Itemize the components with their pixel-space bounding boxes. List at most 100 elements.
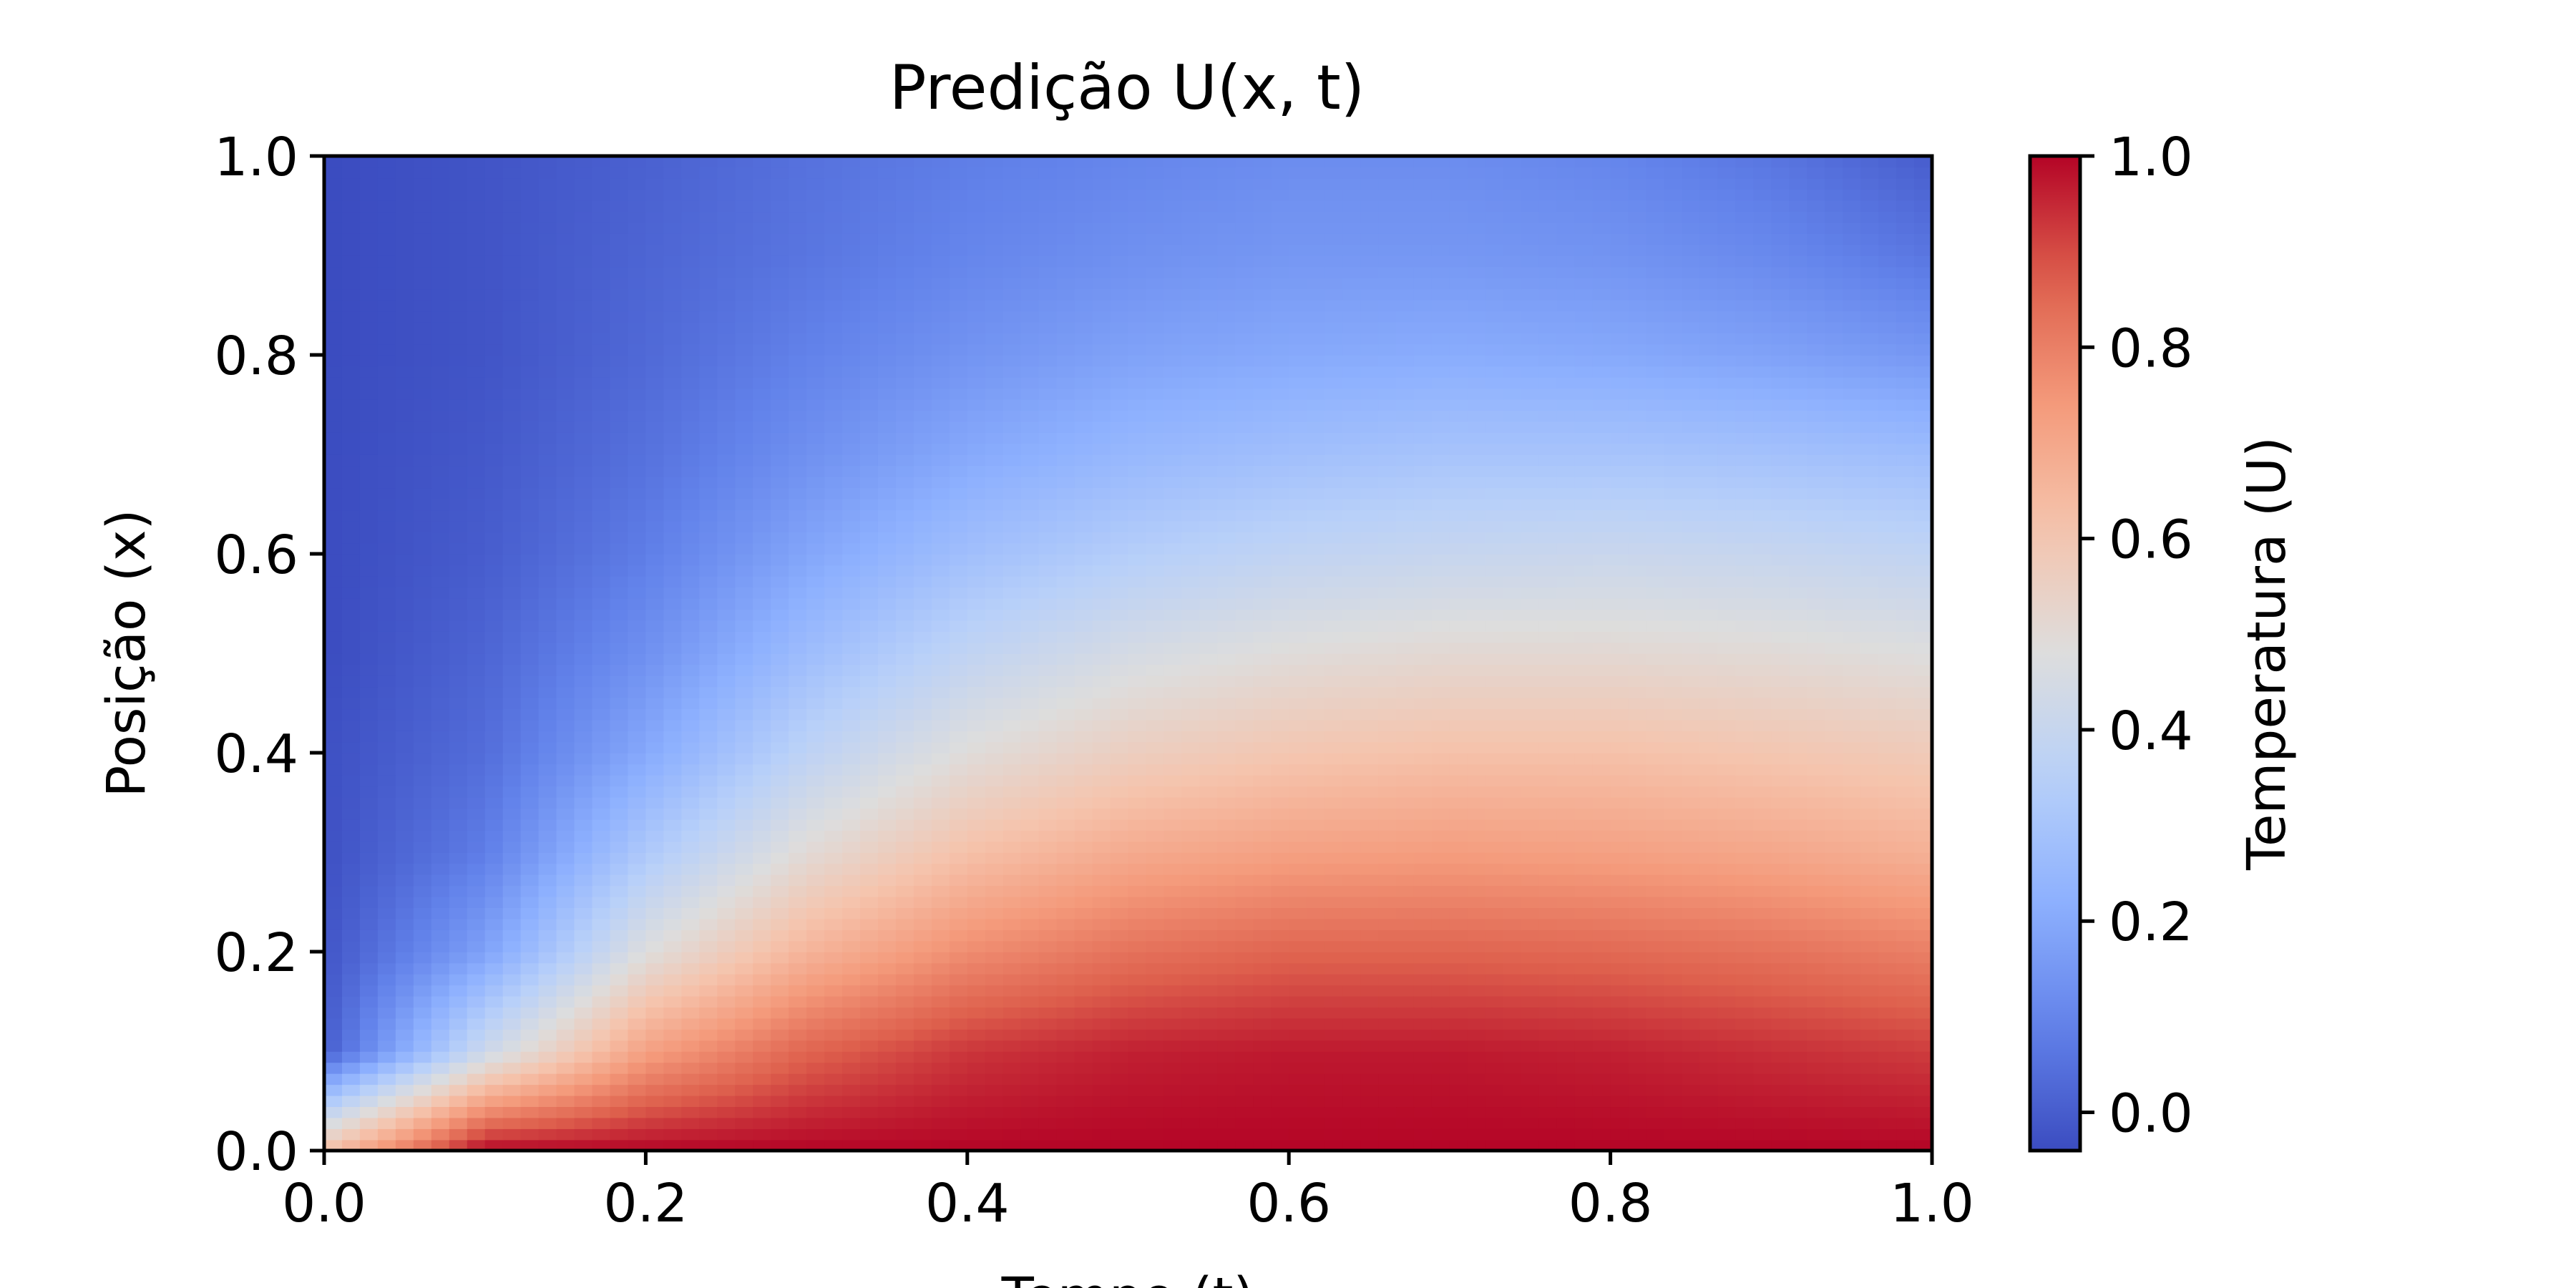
heatmap-cell: [1217, 1018, 1236, 1030]
heatmap-cell: [824, 796, 843, 809]
heatmap-cell: [1860, 952, 1879, 964]
heatmap-cell: [753, 841, 771, 853]
heatmap-cell: [520, 1073, 540, 1085]
heatmap-cell: [413, 852, 432, 864]
heatmap-cell: [1574, 664, 1594, 676]
heatmap-cell: [1485, 952, 1504, 964]
heatmap-cell: [1682, 918, 1701, 930]
heatmap-cell: [574, 819, 593, 831]
heatmap-cell: [556, 885, 575, 897]
heatmap-cell: [1878, 697, 1897, 710]
heatmap-cell: [413, 1106, 432, 1118]
heatmap-cell: [1092, 708, 1111, 721]
heatmap-cell: [949, 1007, 968, 1019]
heatmap-cell: [556, 985, 575, 997]
heatmap-cell: [753, 808, 771, 820]
heatmap-cell: [1699, 874, 1719, 887]
heatmap-cell: [1878, 741, 1897, 753]
heatmap-cell: [1056, 653, 1075, 665]
heatmap-cell: [1896, 1095, 1915, 1108]
heatmap-cell: [1289, 731, 1307, 743]
heatmap-cell: [1271, 1062, 1289, 1074]
heatmap-cell: [1878, 587, 1897, 599]
heatmap-cell: [1378, 930, 1397, 942]
heatmap-cell: [877, 587, 897, 599]
heatmap-cell: [877, 697, 897, 710]
heatmap-cell: [1628, 631, 1647, 643]
heatmap-cell: [502, 753, 522, 765]
heatmap-cell: [753, 532, 771, 544]
heatmap-cell: [1825, 763, 1843, 776]
heatmap-cell: [610, 1018, 629, 1030]
heatmap-cell: [1217, 852, 1236, 864]
heatmap-cell: [1896, 1106, 1915, 1118]
heatmap-cell: [717, 930, 736, 942]
heatmap-cell: [1181, 741, 1201, 753]
heatmap-cell: [1610, 554, 1629, 566]
heatmap-cell: [1289, 719, 1307, 731]
heatmap-cell: [877, 1095, 897, 1108]
heatmap-cell: [324, 841, 343, 853]
heatmap-cell: [1664, 896, 1683, 909]
heatmap-cell: [1146, 852, 1165, 864]
heatmap-cell: [985, 1062, 1004, 1074]
heatmap-cell: [449, 642, 468, 654]
heatmap-cell: [1378, 808, 1397, 820]
heatmap-cell: [1717, 575, 1737, 588]
heatmap-cell: [699, 952, 718, 964]
heatmap-cell: [1289, 631, 1307, 643]
heatmap-cell: [1628, 753, 1647, 765]
heatmap-cell: [556, 1029, 575, 1041]
heatmap-cell: [1110, 1051, 1129, 1063]
heatmap-cell: [1574, 940, 1594, 952]
heatmap-cell: [1467, 918, 1486, 930]
heatmap-cell: [949, 763, 968, 776]
heatmap-cell: [1235, 985, 1254, 997]
heatmap-cell: [1056, 554, 1075, 566]
heatmap-cell: [1396, 697, 1415, 710]
heatmap-cell: [1396, 918, 1415, 930]
heatmap-cell: [520, 1029, 540, 1041]
heatmap-cell: [1467, 808, 1486, 820]
heatmap-cell: [985, 930, 1004, 942]
heatmap-cell: [1128, 896, 1147, 909]
heatmap-cell: [574, 532, 593, 544]
heatmap-cell: [1521, 620, 1540, 632]
heatmap-cell: [1020, 796, 1040, 809]
heatmap-cell: [1324, 995, 1343, 1008]
heatmap-cell: [1396, 1095, 1415, 1108]
heatmap-cell: [1646, 874, 1665, 887]
heatmap-cell: [717, 819, 736, 831]
heatmap-cell: [1735, 940, 1755, 952]
heatmap-cell: [1020, 620, 1040, 632]
heatmap-cell: [1110, 1073, 1129, 1085]
heatmap-cell: [1467, 542, 1486, 555]
heatmap-cell: [717, 995, 736, 1008]
heatmap-cell: [1413, 554, 1433, 566]
heatmap-cell: [1610, 642, 1629, 654]
heatmap-cell: [1825, 1062, 1843, 1074]
heatmap-cell: [789, 631, 807, 643]
heatmap-cell: [1253, 1128, 1272, 1141]
heatmap-cell: [1896, 565, 1915, 577]
heatmap-cell: [1592, 1040, 1611, 1052]
heatmap-cell: [592, 741, 611, 753]
heatmap-cell: [628, 830, 647, 842]
heatmap-cell: [895, 587, 914, 599]
heatmap-cell: [699, 532, 718, 544]
heatmap-cell: [663, 1062, 683, 1074]
heatmap-cell: [1878, 1051, 1897, 1063]
heatmap-cell: [1253, 731, 1272, 743]
heatmap-cell: [1002, 841, 1022, 853]
heatmap-cell: [717, 1117, 736, 1129]
heatmap-cell: [681, 708, 701, 721]
heatmap-cell: [1556, 995, 1576, 1008]
heatmap-cell: [1413, 1062, 1433, 1074]
heatmap-cell: [359, 741, 379, 753]
heatmap-cell: [413, 664, 432, 676]
heatmap-cell: [1521, 940, 1540, 952]
heatmap-cell: [1163, 1051, 1183, 1063]
heatmap-cell: [1843, 719, 1861, 731]
heatmap-cell: [771, 940, 789, 952]
heatmap-cell: [1324, 542, 1343, 555]
